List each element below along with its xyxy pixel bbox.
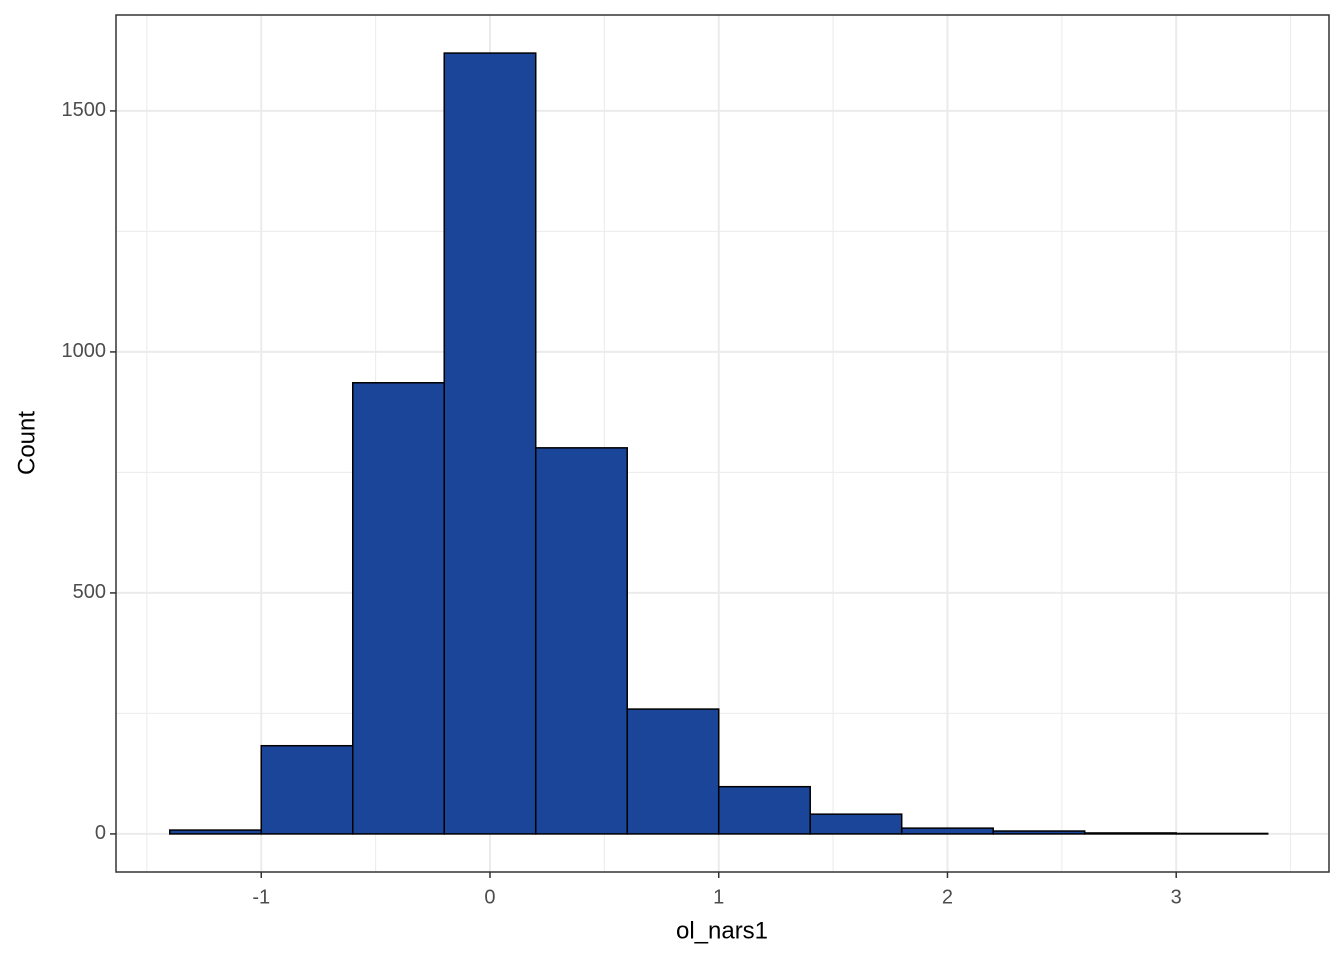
x-tick-label: 3 [1171, 886, 1182, 908]
bar [809, 813, 903, 835]
x-tick-label: 1 [713, 886, 724, 908]
y-tick-label: 1500 [62, 99, 107, 121]
bar [626, 708, 720, 835]
y-tick-label: 500 [73, 581, 106, 603]
x-tick-label: 2 [942, 886, 953, 908]
y-tick-label: 0 [95, 822, 106, 844]
bar [900, 827, 994, 835]
y-axis-title: Count [13, 411, 40, 475]
bar [717, 785, 811, 835]
bar [534, 447, 628, 835]
bar [260, 744, 354, 835]
bar [351, 382, 445, 835]
bar [992, 830, 1086, 835]
bar [443, 52, 537, 835]
bar [1083, 832, 1177, 835]
x-tick-label: -1 [252, 886, 270, 908]
panel-border [115, 14, 1330, 873]
bar [169, 829, 262, 835]
x-tick-label: 0 [484, 886, 495, 908]
x-axis-title: ol_nars1 [676, 917, 768, 944]
y-tick-label: 1000 [62, 340, 107, 362]
